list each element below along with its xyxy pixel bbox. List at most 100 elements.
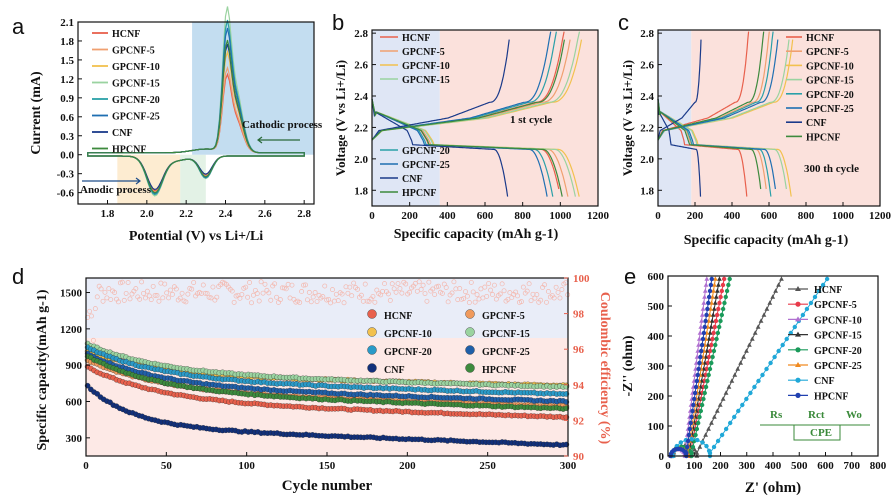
- nyquist-point-gpcnf-15: [713, 294, 719, 299]
- y-tick-label: 0: [659, 451, 665, 463]
- legend-label: GPCNF-15: [806, 76, 854, 87]
- nyquist-point-gpcnf-20: [705, 378, 710, 384]
- ce-point: [164, 290, 170, 296]
- nyquist-point-hcnf: [741, 354, 746, 359]
- legend-label: GPCNF-15: [814, 331, 862, 342]
- nyquist-point-gpcnf-20: [714, 336, 719, 342]
- y-tick-label: 1.2: [60, 74, 74, 86]
- panel-d-cycling-chart: 0 50 100 150 200 250 300 300 600 900 1200 1500 90 92 9…: [35, 273, 612, 494]
- nyquist-point-gpcnf-20: [715, 330, 721, 336]
- nyquist-point-gpcnf-5: [711, 330, 716, 336]
- x-tick-label: 150: [319, 460, 336, 472]
- nyquist-point-cnf: [792, 324, 798, 330]
- legend-marker: [465, 345, 475, 355]
- panel-d-upper-bg: [86, 278, 568, 338]
- y-tick-label: 1.5: [60, 55, 74, 67]
- ce-point: [108, 297, 114, 302]
- ce-point: [557, 295, 563, 301]
- charge-curve-cnf: [371, 39, 510, 141]
- nyquist-point-gpcnf-10: [704, 276, 710, 281]
- ce-point: [254, 291, 260, 296]
- nyquist-point-hpcnf: [689, 414, 694, 420]
- ce-point: [335, 298, 341, 304]
- nyquist-point-gpcnf-20: [727, 276, 732, 282]
- ce-point: [301, 282, 306, 288]
- nyquist-point-hpcnf: [702, 324, 707, 330]
- y-tick-label: 2.4: [354, 91, 368, 103]
- ce-point: [461, 296, 467, 302]
- ce-point: [156, 298, 162, 304]
- nyquist-point-hcnf: [749, 336, 755, 341]
- y-tick-label: 900: [66, 360, 83, 372]
- ce-point: [424, 298, 430, 304]
- legend-label: GPCNF-25: [806, 104, 854, 115]
- ce-point: [484, 293, 490, 299]
- ce-point: [439, 290, 445, 296]
- ce-point: [249, 300, 254, 306]
- y2-tick-label: 92: [573, 415, 585, 427]
- nyquist-point-hpcnf: [696, 366, 701, 372]
- nyquist-point-gpcnf-20: [703, 384, 709, 390]
- ce-point: [308, 299, 314, 305]
- nyquist-point-gpcnf-10: [696, 336, 702, 341]
- nyquist-point-hpcnf: [703, 318, 708, 324]
- panel-d-ylabel2: Coulombic efficiency (%): [597, 292, 612, 445]
- y-tick-label: 0.6: [60, 112, 74, 124]
- nyquist-point-hcnf: [720, 396, 726, 401]
- legend-label: HCNF: [112, 29, 140, 40]
- ce-point: [534, 292, 540, 298]
- ce-point: [432, 292, 438, 298]
- x-tick-label: 1000: [549, 210, 572, 222]
- nyquist-point-gpcnf-10: [697, 330, 703, 335]
- nyquist-point-cnf: [768, 360, 773, 366]
- nyquist-point-gpcnf-5: [719, 288, 725, 294]
- x-tick-label: 800: [514, 210, 531, 222]
- ce-point: [237, 295, 243, 301]
- ce-point: [127, 296, 133, 302]
- circuit-rct-label: Rct: [808, 409, 825, 421]
- ce-point: [553, 284, 559, 290]
- y-tick-label: 0.0: [60, 150, 74, 162]
- nyquist-point-gpcnf-20: [698, 408, 704, 414]
- nyquist-point-hcnf: [752, 330, 758, 335]
- nyquist-point-gpcnf-25: [712, 282, 717, 287]
- nyquist-point-hcnf: [779, 276, 784, 281]
- panel-a-ylabel: Current (mA): [29, 71, 44, 155]
- ce-point: [274, 294, 280, 300]
- nyquist-point-hcnf: [773, 288, 779, 293]
- legend-label: GPCNF-10: [402, 61, 450, 72]
- legend-label: GPCNF-10: [814, 315, 862, 326]
- ce-point: [260, 290, 266, 296]
- nyquist-point-cnf: [764, 366, 769, 372]
- ce-point: [387, 297, 393, 303]
- ce-point: [551, 295, 557, 301]
- ce-point: [520, 284, 526, 290]
- nyquist-point-hpcnf: [695, 372, 700, 378]
- x-tick-label: 100: [686, 460, 703, 472]
- nyquist-point-hpcnf: [685, 438, 691, 444]
- ce-point: [210, 284, 216, 290]
- legend-label: GPCNF-15: [402, 75, 450, 86]
- legend-label: GPCNF-25: [482, 347, 530, 358]
- nyquist-point-gpcnf-20: [719, 312, 725, 318]
- legend-marker: [795, 286, 801, 291]
- y-tick-label: 1.8: [60, 36, 74, 48]
- legend-label: GPCNF-5: [482, 311, 525, 322]
- nyquist-point-hpcnf: [688, 420, 693, 426]
- nyquist-point-cnf: [824, 276, 830, 282]
- charge-curve-cnf: [657, 39, 702, 141]
- ce-point: [345, 290, 351, 296]
- ce-point: [314, 299, 320, 305]
- ce-point: [177, 295, 183, 301]
- legend-label: GPCNF-5: [112, 46, 155, 57]
- nyquist-point-cnf: [752, 384, 757, 390]
- ce-point: [148, 297, 154, 303]
- legend-label: GPCNF-5: [814, 300, 857, 311]
- y-tick-label: 0.9: [60, 93, 74, 105]
- nyquist-point-hcnf: [732, 372, 738, 377]
- panel-b-title: 1 st cycle: [510, 114, 552, 126]
- ce-point: [268, 297, 274, 303]
- legend-marker: [367, 363, 377, 373]
- nyquist-point-gpcnf-20: [720, 306, 726, 312]
- ce-point: [382, 281, 387, 287]
